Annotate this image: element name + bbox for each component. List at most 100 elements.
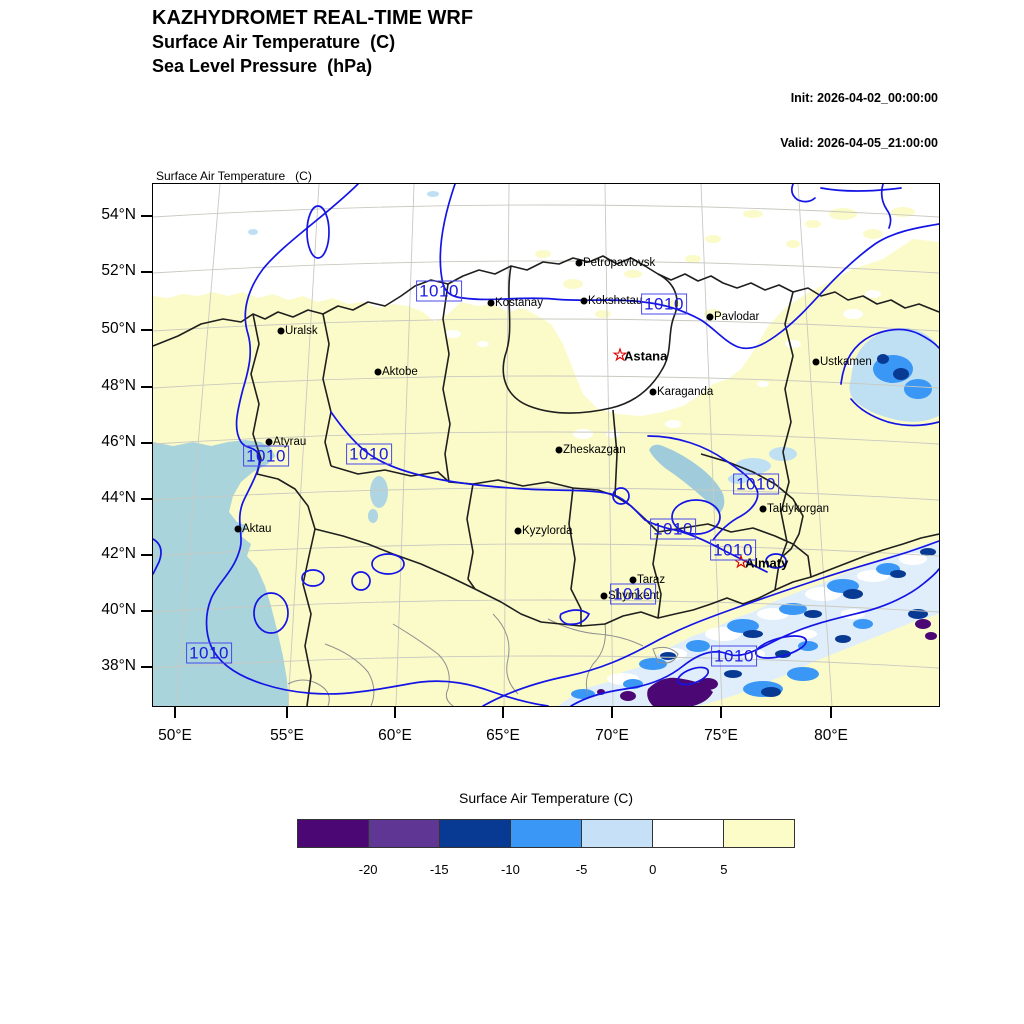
lat-tick-mark <box>141 498 152 500</box>
city-dot-marker <box>759 505 767 513</box>
colorbar-cell <box>298 820 368 847</box>
lon-tick-label: 80°E <box>814 727 848 744</box>
lat-tick-mark <box>141 215 152 217</box>
isobar-label: 1010 <box>641 293 687 315</box>
page-title: KAZHYDROMET REAL-TIME WRF <box>152 7 474 29</box>
colorbar-tick-label: -15 <box>429 862 449 877</box>
colorbar-tick-label: 0 <box>649 862 657 877</box>
lat-tick-label: 40°N <box>101 601 136 618</box>
lat-tick-mark <box>141 386 152 388</box>
isobar-label: 1010 <box>610 583 656 605</box>
lon-tick-mark <box>394 706 396 718</box>
city-label: Aktau <box>242 523 272 535</box>
isobar-label: 1010 <box>710 539 756 561</box>
valid-time: Valid: 2026-04-05_21:00:00 <box>780 136 938 150</box>
neighbour-borders <box>287 613 679 706</box>
colorbar-title: Surface Air Temperature (C) <box>458 790 634 806</box>
lon-tick-label: 50°E <box>158 727 192 744</box>
lon-tick-label: 55°E <box>270 727 304 744</box>
city-label: Ustkamen <box>820 356 872 368</box>
city-dot-marker <box>514 527 522 535</box>
lat-tick-mark <box>141 329 152 331</box>
lat-tick-mark <box>141 554 152 556</box>
colorbar-cell <box>652 820 723 847</box>
lat-tick-mark <box>141 666 152 668</box>
city-dot-marker <box>487 299 495 307</box>
lon-tick-mark <box>286 706 288 718</box>
capital-star-marker: ☆ <box>612 345 628 365</box>
city-label: Astana <box>624 348 668 364</box>
city-label: Aktobe <box>382 366 418 378</box>
colorbar-cell <box>723 820 794 847</box>
city-label: Kyzylorda <box>522 525 573 537</box>
city-label: Kostanay <box>495 297 543 309</box>
lon-tick-mark <box>174 706 176 718</box>
isobar-label: 1010 <box>346 443 392 465</box>
lat-tick-mark <box>141 610 152 612</box>
city-layer: Petropavlovsk Kostanay Kokshetau Pavlodar Ur… <box>153 184 939 706</box>
city-label: Kokshetau <box>588 295 643 307</box>
cold-air-region <box>153 184 939 416</box>
city-dot-marker <box>706 313 714 321</box>
lon-tick-mark <box>830 706 832 718</box>
lat-tick-label: 38°N <box>101 657 136 674</box>
city-dot-marker <box>265 438 273 446</box>
lat-tick-mark <box>141 442 152 444</box>
city-dot-marker <box>580 297 588 305</box>
lat-tick-label: 54°N <box>101 206 136 223</box>
colorbar-tick-label: 5 <box>720 862 728 877</box>
isobar-label: 1010 <box>650 518 696 540</box>
run-times: Init: 2026-04-02_00:00:00 Valid: 2026-04… <box>780 61 938 181</box>
header-titles: KAZHYDROMET REAL-TIME WRF Surface Air Te… <box>152 6 473 78</box>
pressure-label-layer: 1010 1010 1010 1010 1010 1010 1010 1010 1010 1010 <box>153 184 939 706</box>
city-label: Atyrau <box>273 436 307 448</box>
map-caption-temperature: Surface Air Temperature (C) <box>156 169 312 183</box>
city-label: Petropavlovsk <box>583 257 656 269</box>
city-dot-marker <box>374 368 382 376</box>
city-dot-marker <box>277 327 285 335</box>
lon-tick-label: 75°E <box>704 727 738 744</box>
city-dot-marker <box>600 592 608 600</box>
lon-tick-mark <box>502 706 504 718</box>
isobar-label: 1010 <box>243 445 289 467</box>
isobar-label: 1010 <box>733 473 779 495</box>
lon-tick-label: 60°E <box>378 727 412 744</box>
city-label: Shymkent <box>608 590 660 602</box>
city-label: Uralsk <box>285 325 318 337</box>
colorbar-tick-label: -20 <box>358 862 378 877</box>
caspian-sea <box>153 440 289 706</box>
isobar-label: 1010 <box>416 280 462 302</box>
lon-tick-label: 70°E <box>595 727 629 744</box>
colorbar-cell <box>439 820 510 847</box>
page-subtitle-temperature: Surface Air Temperature (C) <box>152 32 396 52</box>
colorbar <box>297 819 795 848</box>
city-label: Taldykorgan <box>767 503 830 515</box>
city-label: Karaganda <box>657 386 714 398</box>
lon-tick-mark <box>720 706 722 718</box>
city-dot-marker <box>555 446 563 454</box>
city-label: Taraz <box>637 574 666 586</box>
graticule <box>153 184 939 706</box>
ne-cold-core <box>873 354 932 399</box>
page-subtitle-pressure: Sea Level Pressure (hPa) <box>152 56 373 76</box>
lat-tick-label: 46°N <box>101 433 136 450</box>
lat-tick-label: 50°N <box>101 320 136 337</box>
capital-star-marker: ☆ <box>733 552 749 572</box>
lon-tick-mark <box>611 706 613 718</box>
isobar-label: 1010 <box>711 645 757 667</box>
city-label: Zheskazgan <box>563 444 626 456</box>
colorbar-cell <box>510 820 581 847</box>
lon-tick-label: 65°E <box>486 727 520 744</box>
map-area: Petropavlovsk Kostanay Kokshetau Pavlodar Ur… <box>152 183 940 707</box>
city-label: Pavlodar <box>714 311 760 323</box>
city-dot-marker <box>812 358 820 366</box>
lake-balkhash <box>649 444 725 514</box>
isobar-label: 1010 <box>186 642 232 664</box>
colorbar-tick-label: -5 <box>575 862 588 877</box>
lat-tick-label: 42°N <box>101 545 136 562</box>
aral-sea <box>368 476 388 523</box>
lat-tick-label: 48°N <box>101 377 136 394</box>
city-dot-marker <box>234 525 242 533</box>
city-dot-marker <box>649 388 657 396</box>
